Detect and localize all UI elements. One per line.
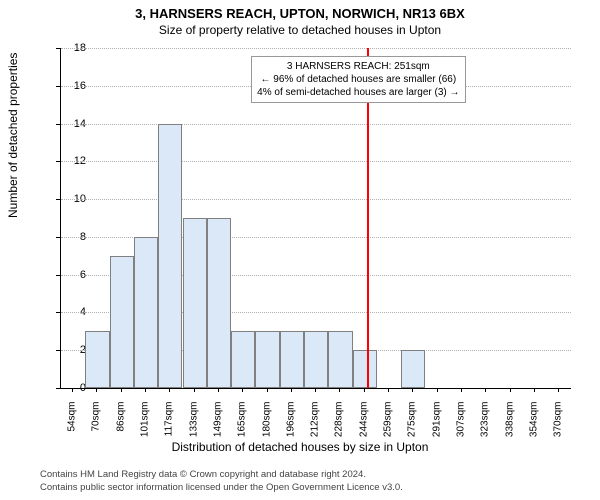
x-tick-mark <box>388 388 389 392</box>
x-tick-mark <box>291 388 292 392</box>
x-tick-label: 196sqm <box>285 402 296 446</box>
histogram-bar <box>183 218 207 388</box>
x-tick-mark <box>121 388 122 392</box>
histogram-bar <box>280 331 304 388</box>
x-tick-mark <box>364 388 365 392</box>
x-tick-mark <box>218 388 219 392</box>
x-tick-label: 149sqm <box>212 402 223 446</box>
x-tick-mark <box>437 388 438 392</box>
x-tick-mark <box>558 388 559 392</box>
x-tick-mark <box>461 388 462 392</box>
x-tick-label: 354sqm <box>528 402 539 446</box>
x-tick-mark <box>169 388 170 392</box>
x-tick-label: 275sqm <box>407 402 418 446</box>
x-tick-label: 165sqm <box>237 402 248 446</box>
x-tick-mark <box>315 388 316 392</box>
x-tick-label: 244sqm <box>358 402 369 446</box>
x-tick-mark <box>412 388 413 392</box>
histogram-bar <box>353 350 377 388</box>
x-tick-label: 259sqm <box>383 402 394 446</box>
annotation-line2: ← 96% of detached houses are smaller (66… <box>257 73 459 86</box>
x-tick-label: 117sqm <box>164 402 175 446</box>
x-tick-label: 180sqm <box>261 402 272 446</box>
histogram-bar <box>401 350 425 388</box>
x-tick-label: 370sqm <box>553 402 564 446</box>
annotation-box: 3 HARNSERS REACH: 251sqm ← 96% of detach… <box>251 56 465 103</box>
grid-line <box>61 199 571 200</box>
x-tick-label: 307sqm <box>455 402 466 446</box>
x-tick-label: 54sqm <box>67 402 78 446</box>
x-tick-label: 212sqm <box>310 402 321 446</box>
x-tick-label: 101sqm <box>140 402 151 446</box>
histogram-bar <box>255 331 279 388</box>
x-tick-mark <box>72 388 73 392</box>
y-tick-label: 0 <box>46 382 86 394</box>
x-tick-label: 323sqm <box>480 402 491 446</box>
x-tick-label: 228sqm <box>334 402 345 446</box>
annotation-line1: 3 HARNSERS REACH: 251sqm <box>257 60 459 73</box>
histogram-bar <box>304 331 328 388</box>
histogram-bar <box>328 331 352 388</box>
histogram-bar <box>158 124 182 388</box>
grid-line <box>61 124 571 125</box>
x-tick-label: 70sqm <box>91 402 102 446</box>
x-tick-mark <box>242 388 243 392</box>
histogram-bar <box>207 218 231 388</box>
x-tick-mark <box>194 388 195 392</box>
footnote: Contains HM Land Registry data © Crown c… <box>40 469 403 494</box>
x-tick-label: 338sqm <box>504 402 515 446</box>
x-tick-mark <box>267 388 268 392</box>
footnote-line2: Contains public sector information licen… <box>40 482 403 494</box>
x-tick-mark <box>339 388 340 392</box>
histogram-bar <box>110 256 134 388</box>
chart-title-sub: Size of property relative to detached ho… <box>0 21 600 41</box>
histogram-bar <box>231 331 255 388</box>
footnote-line1: Contains HM Land Registry data © Crown c… <box>40 469 403 481</box>
histogram-bar <box>85 331 109 388</box>
grid-line <box>61 161 571 162</box>
x-tick-mark <box>510 388 511 392</box>
x-tick-mark <box>534 388 535 392</box>
x-tick-label: 86sqm <box>115 402 126 446</box>
x-tick-label: 133sqm <box>188 402 199 446</box>
histogram-bar <box>134 237 158 388</box>
grid-line <box>61 48 571 49</box>
x-tick-mark <box>145 388 146 392</box>
annotation-line3: 4% of semi-detached houses are larger (3… <box>257 86 459 99</box>
x-tick-mark <box>485 388 486 392</box>
x-tick-label: 291sqm <box>431 402 442 446</box>
chart-title-address: 3, HARNSERS REACH, UPTON, NORWICH, NR13 … <box>0 0 600 21</box>
x-tick-mark <box>96 388 97 392</box>
y-axis-label: Number of detached properties <box>6 53 20 218</box>
